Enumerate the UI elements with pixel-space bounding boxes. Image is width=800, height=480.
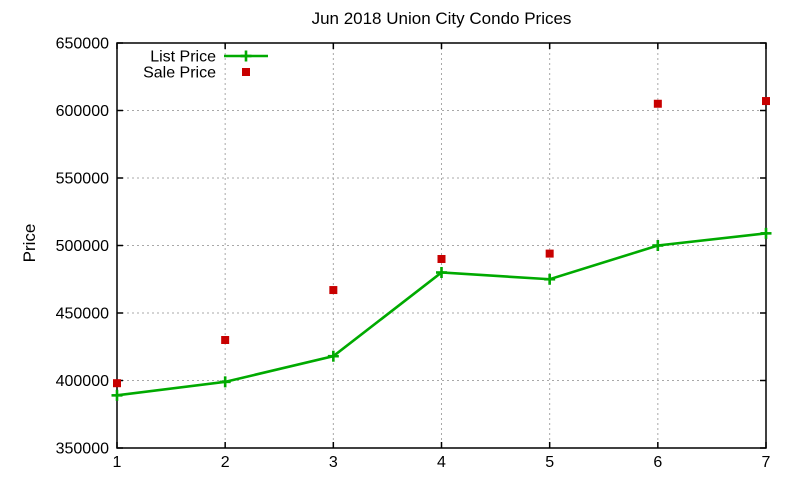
chart-title: Jun 2018 Union City Condo Prices: [311, 9, 572, 28]
x-tick-label: 1: [113, 454, 122, 471]
x-tick-label: 5: [545, 454, 554, 471]
sale-price-point: [437, 255, 446, 263]
y-tick-label: 550000: [56, 171, 109, 188]
sale-price-point: [329, 286, 338, 295]
y-tick-label: 350000: [56, 441, 109, 458]
x-tick-label: 2: [221, 454, 230, 471]
sale-price-point: [762, 97, 770, 106]
x-tick-label: 7: [762, 454, 771, 471]
legend-label-list-price: List Price: [150, 49, 216, 66]
legend-sample-sale-price: [242, 68, 250, 76]
x-tick-label: 6: [653, 454, 662, 471]
sale-price-point: [545, 249, 554, 258]
y-tick-label: 450000: [56, 306, 109, 323]
sale-price-point: [221, 336, 230, 344]
y-tick-label: 500000: [56, 238, 109, 255]
sale-price-point: [113, 379, 121, 388]
x-tick-label: 4: [437, 454, 446, 471]
y-tick-label: 600000: [56, 103, 109, 120]
sale-price-point: [653, 99, 662, 108]
legend-label-sale-price: Sale Price: [143, 65, 216, 82]
x-tick-label: 3: [329, 454, 338, 471]
y-tick-label: 650000: [56, 36, 109, 53]
y-tick-label: 400000: [56, 373, 109, 390]
